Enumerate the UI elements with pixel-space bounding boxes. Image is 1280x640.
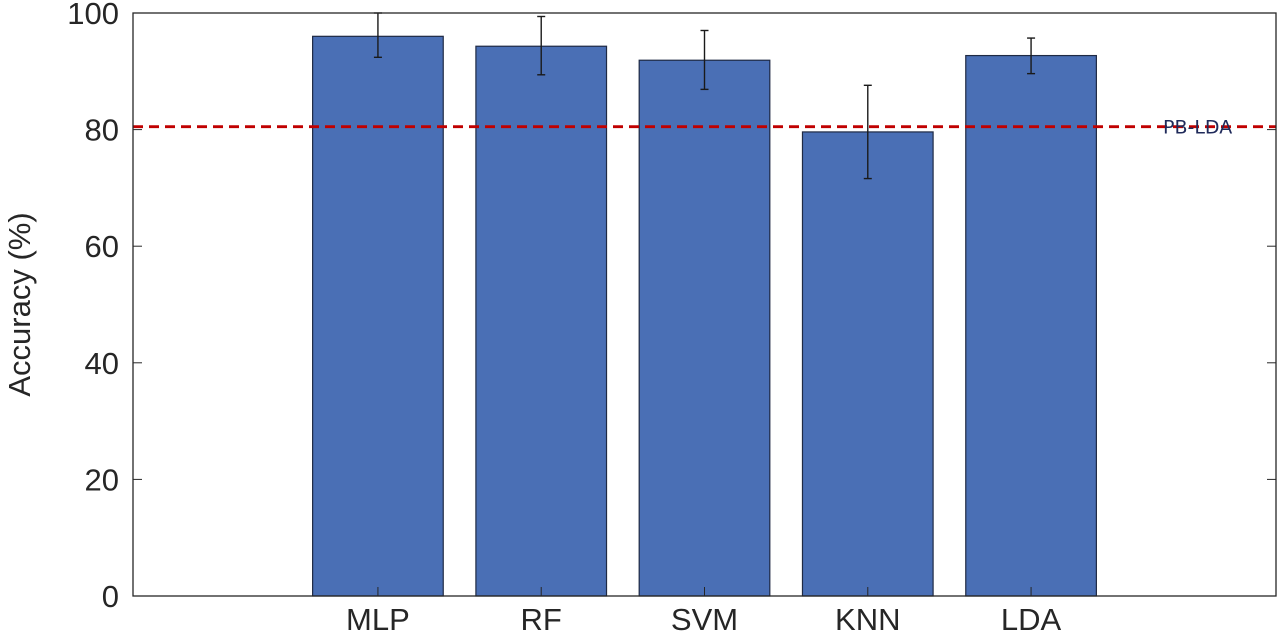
bars-layer <box>312 35 1097 597</box>
x-tick-label-rf: RF <box>521 602 562 637</box>
error-bar-svm <box>700 29 709 91</box>
x-tick-label-lda: LDA <box>1001 602 1062 637</box>
bar-knn <box>801 131 934 597</box>
x-tick-label-knn: KNN <box>835 602 900 637</box>
bar-rf <box>475 45 608 597</box>
y-tick-label: 20 <box>85 462 119 497</box>
error-bar-lda <box>1027 37 1036 75</box>
error-bar-knn <box>863 84 872 180</box>
error-bars-layer <box>373 12 1036 180</box>
bar-lda <box>965 54 1097 597</box>
error-bar-rf <box>537 15 546 76</box>
bar-svm <box>638 59 771 597</box>
reference-line-label: PB-LDA <box>1163 117 1232 139</box>
x-axis: MLP RF SVM KNN LDA <box>346 587 1062 637</box>
x-tick-label-svm: SVM <box>671 602 738 637</box>
y-tick-label: 80 <box>85 113 119 148</box>
bar-mlp <box>312 35 444 597</box>
y-axis: 0 20 40 60 80 100 <box>67 0 1276 614</box>
y-tick-label: 0 <box>102 579 119 614</box>
y-tick-label: 40 <box>85 346 119 381</box>
y-tick-label: 60 <box>85 229 119 264</box>
x-tick-label-mlp: MLP <box>346 602 410 637</box>
y-tick-label: 100 <box>67 0 119 31</box>
y-axis-label: Accuracy (%) <box>2 212 37 396</box>
